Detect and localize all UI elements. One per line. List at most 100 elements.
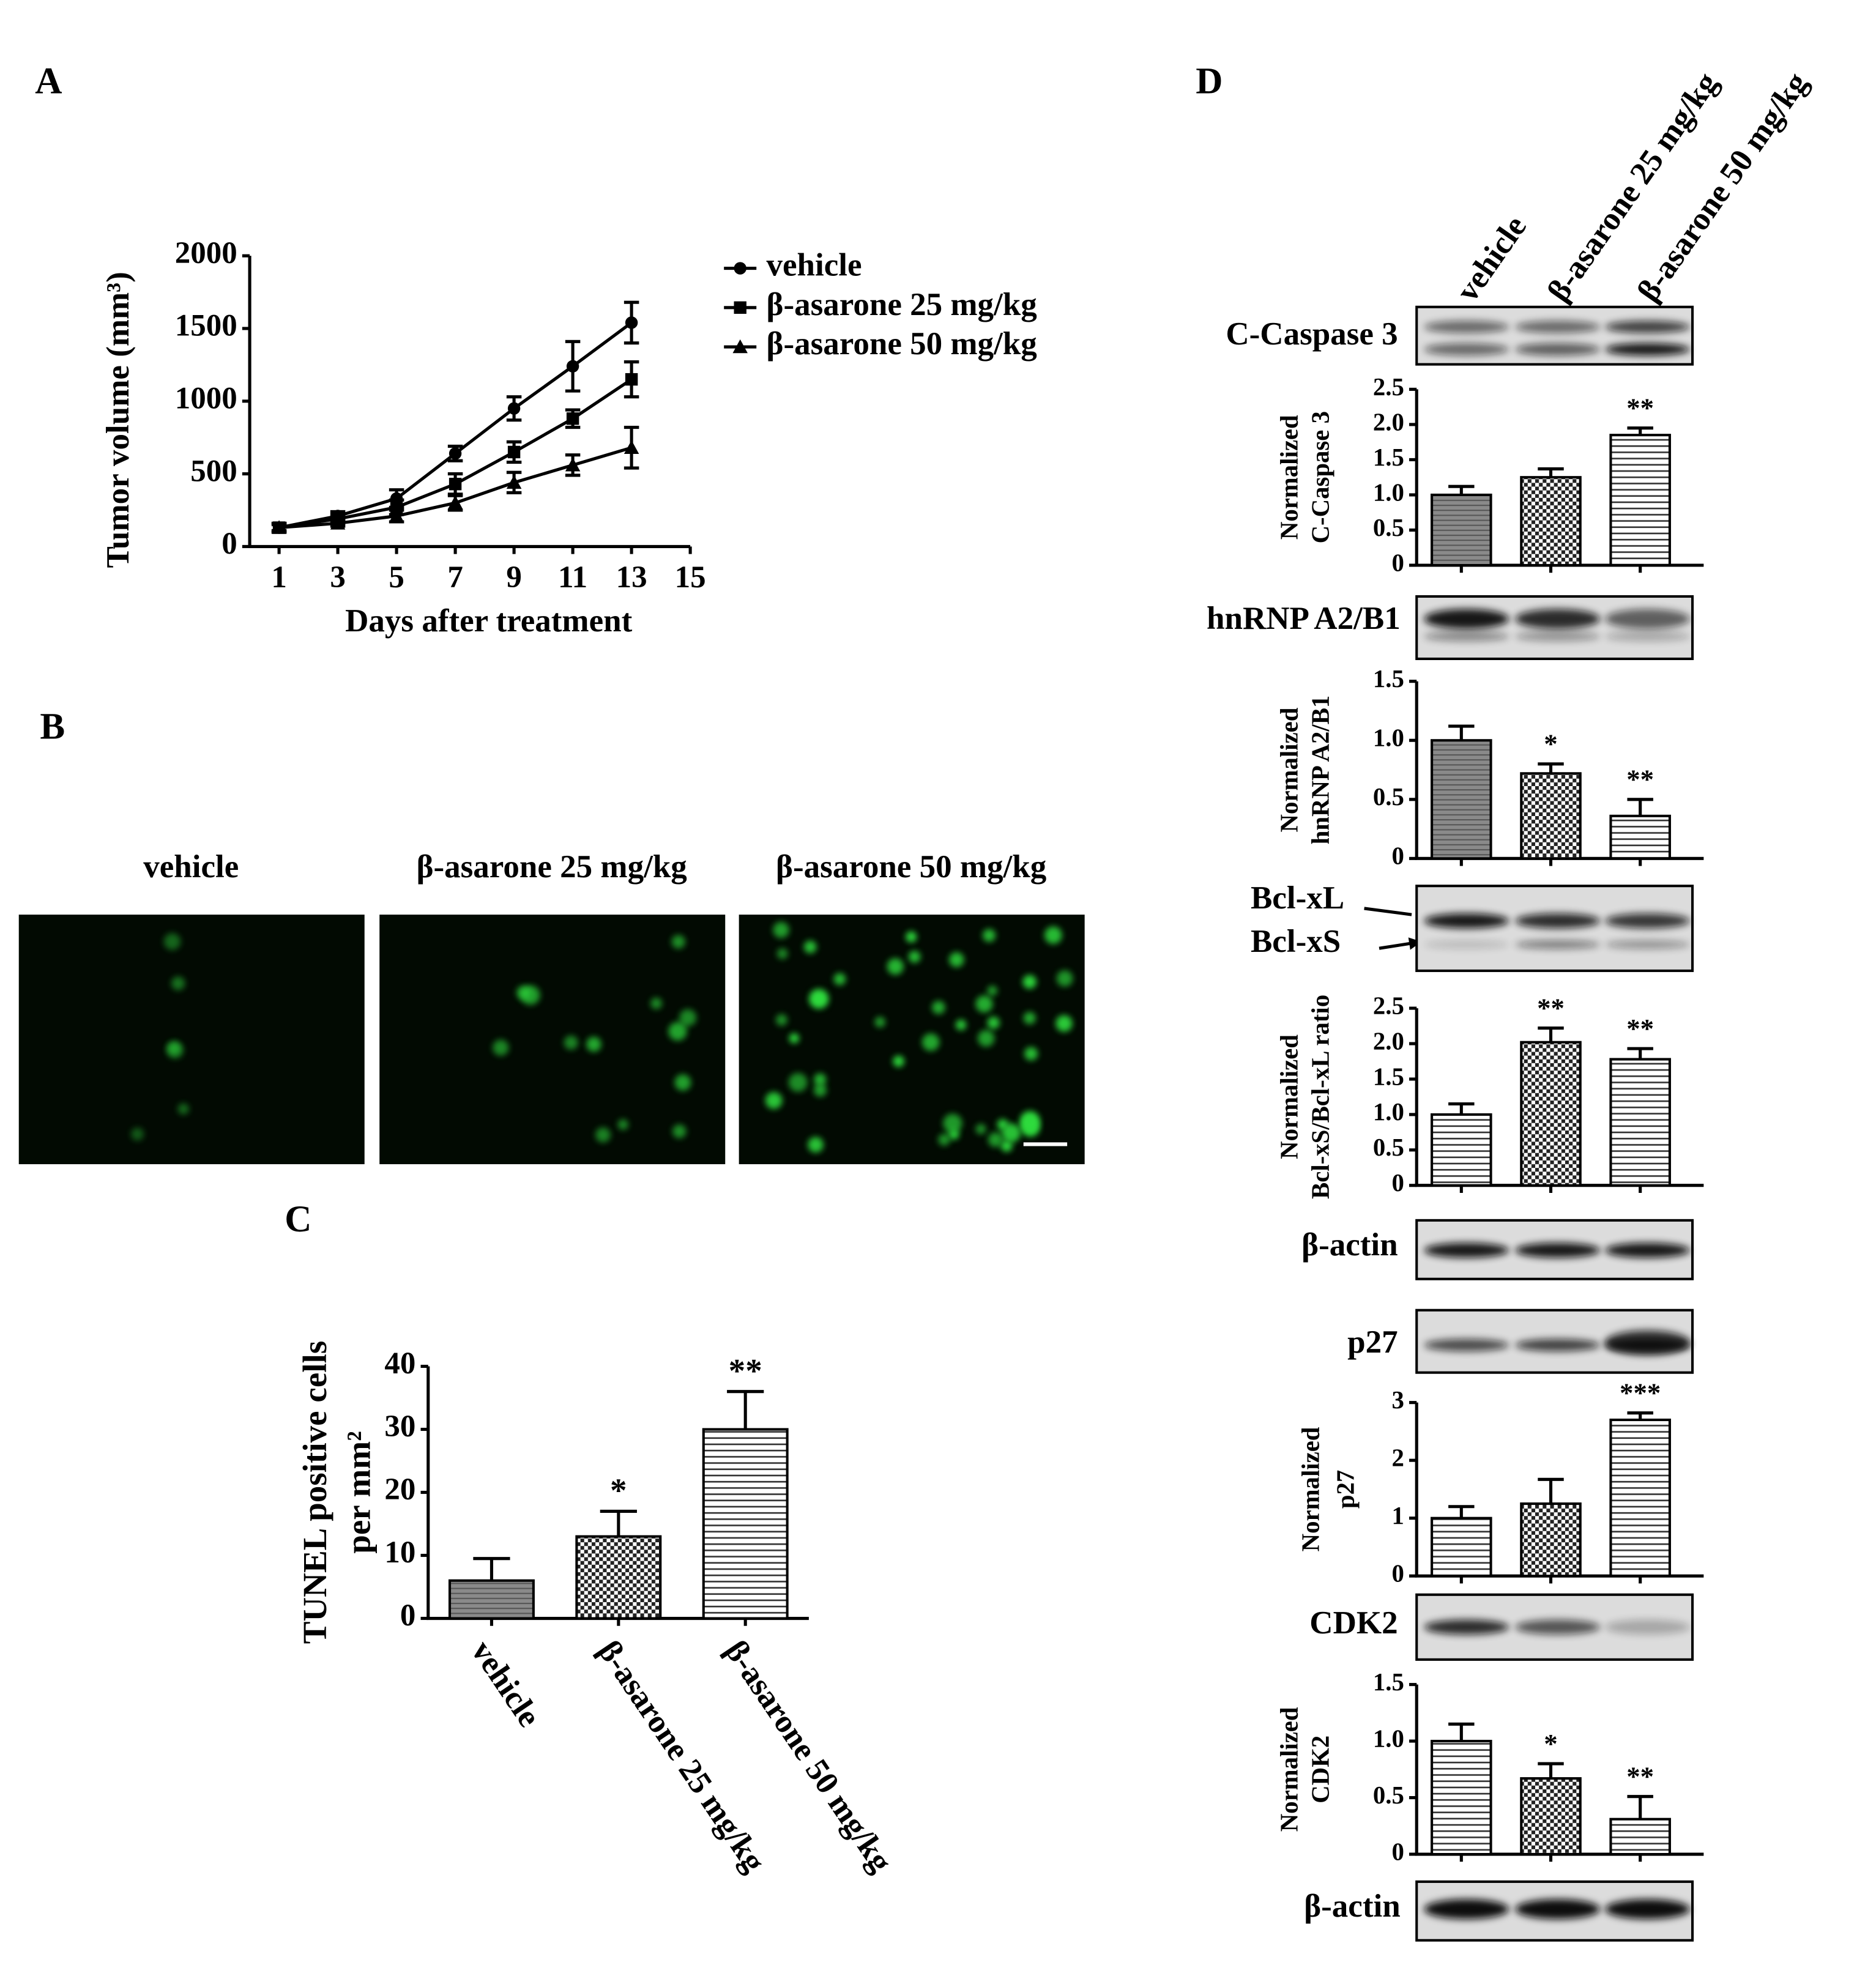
y-tick-label: 500 xyxy=(190,454,237,488)
fluorescent-cell xyxy=(874,1017,885,1028)
bar xyxy=(1520,1777,1582,1856)
band xyxy=(1424,631,1509,642)
bar xyxy=(1609,1418,1671,1578)
y-tick-label: 0 xyxy=(1391,1560,1404,1587)
band xyxy=(1515,1242,1601,1258)
micrograph xyxy=(379,915,726,1165)
lane-label: vehicle xyxy=(1450,209,1533,308)
image-frame xyxy=(18,915,365,1165)
fluorescent-cell xyxy=(833,973,846,986)
fluorescent-cell xyxy=(955,1019,967,1031)
error-bar xyxy=(1448,1505,1475,1518)
marker xyxy=(732,339,748,354)
x-tick-label: 5 xyxy=(389,560,404,595)
band xyxy=(1515,631,1601,642)
micrograph xyxy=(18,915,365,1165)
significance: ** xyxy=(1537,992,1565,1023)
fluorescent-cell xyxy=(650,997,663,1009)
bar xyxy=(1431,493,1492,567)
marker xyxy=(506,475,522,489)
bar xyxy=(1431,1740,1492,1856)
band xyxy=(1515,1339,1601,1352)
fluorescent-cell xyxy=(586,1036,601,1052)
y-tick-label: 0.5 xyxy=(1373,1134,1404,1161)
y-tick-label: 0 xyxy=(1391,549,1404,576)
legend-label: β-asarone 50 mg/kg xyxy=(767,326,1037,362)
fluorescent-cell xyxy=(988,1132,1003,1148)
band xyxy=(1424,1242,1509,1258)
error-bar xyxy=(1448,1102,1475,1115)
blot-label: Bcl-xS xyxy=(1251,924,1341,959)
y-axis-label: Normalized xyxy=(1276,1034,1303,1159)
fluorescent-cell xyxy=(1022,975,1037,989)
marker xyxy=(449,447,462,460)
fluorescent-cell xyxy=(813,1083,827,1097)
bar xyxy=(702,1428,789,1620)
marker xyxy=(507,402,521,415)
marker xyxy=(449,478,462,491)
band xyxy=(1605,343,1690,356)
marker xyxy=(565,458,581,472)
fluorescent-cell xyxy=(803,940,817,954)
y-tick-label: 1.5 xyxy=(1373,665,1404,692)
y-tick-label: 1 xyxy=(1391,1502,1404,1529)
y-tick-label: 0 xyxy=(400,1598,416,1633)
image-label: β-asarone 50 mg/kg xyxy=(776,849,1046,885)
bar xyxy=(1431,1517,1492,1578)
fluorescent-cell xyxy=(776,948,788,959)
band xyxy=(1515,913,1601,929)
y-axis-label: Tumor volume (mm³) xyxy=(100,272,136,568)
bar xyxy=(1520,1041,1582,1187)
y-axis-label: Normalized xyxy=(1297,1427,1324,1551)
y-tick-label: 0 xyxy=(1391,842,1404,870)
axes xyxy=(248,256,691,548)
error-bar xyxy=(1538,1762,1564,1779)
blot xyxy=(1415,1880,1694,1942)
fluorescent-cell xyxy=(163,933,181,950)
blot-background xyxy=(1415,305,1694,366)
significance: * xyxy=(610,1471,627,1509)
band xyxy=(1515,321,1601,333)
fluorescent-cell xyxy=(674,1074,691,1091)
fluorescent-cell xyxy=(906,931,917,943)
blot xyxy=(1415,885,1694,972)
significance: ** xyxy=(1626,764,1654,795)
micrograph xyxy=(739,915,1085,1165)
y-tick-label: 0 xyxy=(1391,1838,1404,1865)
legend-label: β-asarone 25 mg/kg xyxy=(767,287,1037,322)
fluorescent-cell xyxy=(1044,926,1062,945)
fluorescent-cell xyxy=(977,1030,995,1047)
bar xyxy=(1609,814,1671,860)
y-axis-label: CDK2 xyxy=(1307,1736,1334,1803)
fluorescent-cell xyxy=(679,1009,697,1027)
error-bar xyxy=(1627,1795,1653,1819)
band xyxy=(1605,1619,1690,1635)
y-tick-label: 2 xyxy=(1391,1444,1404,1472)
fluorescent-cell xyxy=(1023,1012,1036,1025)
y-axis-label: C-Caspase 3 xyxy=(1307,411,1334,543)
error-bar xyxy=(1538,1477,1564,1504)
y-tick-label: 0.5 xyxy=(1373,783,1404,811)
x-tick-label: 3 xyxy=(330,560,346,595)
panel-label: A xyxy=(35,61,62,102)
fluorescent-cell xyxy=(177,1103,189,1115)
band xyxy=(1605,631,1690,642)
fluorescent-cell xyxy=(921,1033,940,1051)
blot-label: CDK2 xyxy=(1309,1605,1398,1641)
x-tick-label: 7 xyxy=(447,560,463,595)
band xyxy=(1424,343,1509,356)
bar xyxy=(1609,1058,1671,1187)
band-arrows xyxy=(1364,907,1420,948)
bar xyxy=(1520,476,1582,567)
bar xyxy=(1431,1113,1492,1187)
fluorescent-cell xyxy=(887,958,904,975)
y-axis-label: Normalized xyxy=(1276,415,1303,540)
y-axis-label: TUNEL positive cells xyxy=(296,1341,333,1644)
bar xyxy=(448,1579,535,1620)
error-bar xyxy=(1448,1722,1475,1742)
fluorescent-cell xyxy=(975,995,993,1013)
fluorescent-cell xyxy=(809,989,829,1009)
marker xyxy=(734,301,746,314)
fluorescent-cell xyxy=(131,1127,144,1141)
